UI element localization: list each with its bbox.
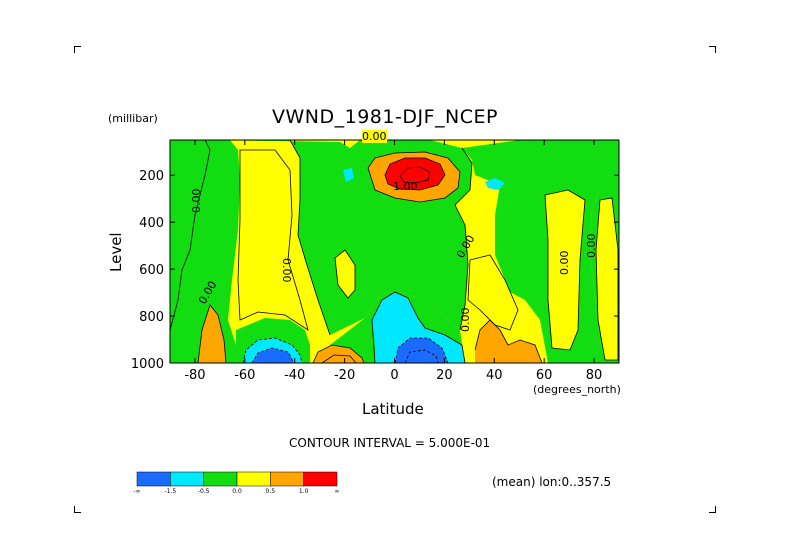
colorbar-tick-label: -1.5 bbox=[164, 488, 176, 495]
field-orange-3 bbox=[475, 320, 542, 363]
x-tick-label: 20 bbox=[436, 368, 453, 383]
y-axis-unit: (millibar) bbox=[108, 112, 158, 125]
contour-lines bbox=[170, 140, 619, 363]
field-yellow-pocket-4 bbox=[596, 198, 618, 360]
colorbar-tick-label: 1.0 bbox=[299, 488, 309, 495]
crop-mark-top-left bbox=[74, 46, 81, 53]
field-yellow-pocket-3 bbox=[545, 190, 585, 350]
contour-label: 1.00 bbox=[393, 180, 418, 193]
x-tick-label: -20 bbox=[334, 368, 355, 383]
colorbar-swatch bbox=[270, 471, 304, 487]
crop-mark-bottom-left bbox=[74, 506, 81, 513]
y-tick-label: 400 bbox=[139, 216, 164, 231]
chart-title: VWND_1981-DJF_NCEP bbox=[272, 106, 498, 128]
colorbar-swatch bbox=[236, 471, 271, 487]
contour-fields bbox=[170, 140, 619, 363]
field-cyan-tropical bbox=[372, 292, 465, 363]
colorbar-swatch bbox=[303, 471, 338, 487]
x-axis-ticks: -80 -60 -40 -20 0 20 40 60 80 bbox=[184, 140, 602, 383]
y-tick-label: 1000 bbox=[131, 357, 164, 372]
field-red-jet-core bbox=[385, 158, 445, 190]
x-axis-unit: (degrees_north) bbox=[533, 383, 621, 396]
x-tick-label: -60 bbox=[234, 368, 255, 383]
colorbar: -∞ -1.5 -0.5 0.0 0.5 1.0 ∞ bbox=[133, 471, 340, 495]
field-cyan-patch-2 bbox=[485, 178, 505, 190]
x-tick-label: 40 bbox=[486, 368, 503, 383]
y-tick-label: 600 bbox=[139, 263, 164, 278]
x-tick-label: 80 bbox=[586, 368, 603, 383]
colorbar-swatch bbox=[170, 471, 204, 487]
x-tick-label: -40 bbox=[284, 368, 305, 383]
field-green-northern bbox=[462, 140, 619, 363]
field-yellow-pocket-1 bbox=[335, 250, 355, 298]
field-yellow-midlat-south bbox=[238, 150, 308, 330]
y-tick-label: 800 bbox=[139, 310, 164, 325]
y-tick-label: 200 bbox=[139, 169, 164, 184]
field-green-southern bbox=[170, 140, 240, 363]
colorbar-tick-label: ∞ bbox=[335, 488, 340, 495]
contour-label: 0.00 bbox=[190, 188, 203, 214]
x-tick-label: 60 bbox=[536, 368, 553, 383]
crop-mark-bottom-right bbox=[709, 506, 716, 513]
contour-label: 0.00 bbox=[459, 307, 472, 333]
y-axis-ticks: 200 400 600 800 1000 bbox=[131, 169, 619, 372]
field-yellow-pocket-2 bbox=[468, 255, 518, 330]
colorbar-tick-label: 0.0 bbox=[232, 488, 242, 495]
contour-label: 0.00 bbox=[585, 233, 598, 259]
crop-mark-top-right bbox=[709, 46, 716, 53]
colorbar-tick-label: 0.5 bbox=[266, 488, 276, 495]
x-axis-label: Latitude bbox=[362, 400, 424, 418]
contour-label: 0.00 bbox=[362, 130, 387, 143]
x-tick-label: 0 bbox=[390, 368, 398, 383]
colorbar-swatch bbox=[203, 471, 238, 487]
field-cyan-patch-1 bbox=[343, 168, 354, 182]
contour-label: 0.00 bbox=[280, 258, 293, 283]
contour-interval-label: CONTOUR INTERVAL = 5.000E-01 bbox=[289, 436, 491, 450]
contour-label: 0.00 bbox=[558, 250, 571, 276]
colorbar-tick-label: -0.5 bbox=[198, 488, 210, 495]
colorbar-swatch bbox=[136, 471, 171, 487]
x-tick-label: -80 bbox=[184, 368, 205, 383]
mean-longitude-label: (mean) lon:0..357.5 bbox=[492, 475, 612, 489]
colorbar-tick-label: -∞ bbox=[133, 488, 140, 495]
